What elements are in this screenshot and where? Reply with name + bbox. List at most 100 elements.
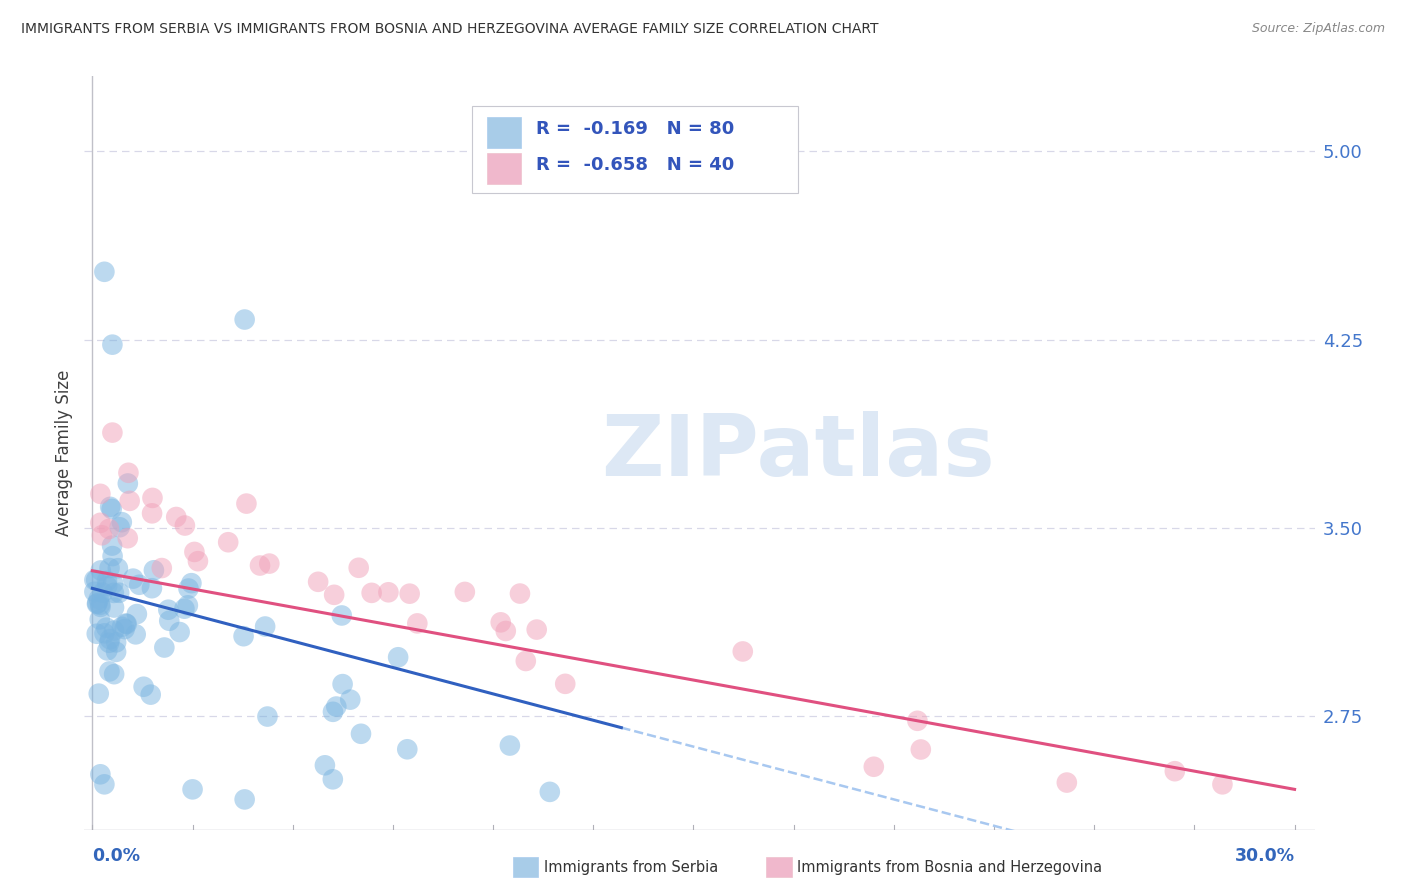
Point <box>330 608 353 623</box>
Point <box>1211 777 1233 791</box>
Point <box>86 597 108 611</box>
Point <box>111 515 134 529</box>
Point <box>98 500 121 514</box>
Point <box>249 558 271 573</box>
Point <box>233 792 256 806</box>
Point <box>509 586 531 600</box>
Point <box>101 576 124 591</box>
Point <box>177 599 200 613</box>
Point <box>125 607 148 621</box>
Point <box>325 699 347 714</box>
Point <box>98 522 121 536</box>
Point <box>177 582 200 596</box>
Point <box>153 640 176 655</box>
Point <box>150 561 173 575</box>
Point <box>180 576 202 591</box>
Point <box>117 531 139 545</box>
Point <box>91 585 114 599</box>
Point <box>377 585 399 599</box>
Point <box>169 625 191 640</box>
Point <box>183 545 205 559</box>
FancyBboxPatch shape <box>472 106 799 193</box>
Text: 0.0%: 0.0% <box>93 847 141 865</box>
Point <box>117 476 139 491</box>
Point <box>93 626 115 640</box>
Text: Source: ZipAtlas.com: Source: ZipAtlas.com <box>1251 22 1385 36</box>
Point <box>86 626 108 640</box>
Point <box>84 573 107 587</box>
Point <box>90 564 112 578</box>
Point <box>187 554 209 568</box>
Point <box>538 785 561 799</box>
Point <box>907 714 929 728</box>
Point <box>515 654 537 668</box>
Point <box>89 612 111 626</box>
Point <box>157 603 180 617</box>
Point <box>101 549 124 563</box>
Text: R =  -0.169   N = 80: R = -0.169 N = 80 <box>536 120 734 137</box>
Point <box>101 337 124 351</box>
Point <box>396 742 419 756</box>
Point <box>322 772 344 787</box>
Point <box>105 635 128 649</box>
Point <box>122 572 145 586</box>
Point <box>731 644 754 658</box>
Point <box>108 586 131 600</box>
Point <box>96 579 118 593</box>
Point <box>93 777 115 791</box>
Point <box>862 760 884 774</box>
Point <box>98 636 121 650</box>
Point <box>111 620 134 634</box>
Point <box>1164 764 1187 779</box>
Point <box>98 561 121 575</box>
Point <box>360 586 382 600</box>
Point <box>115 617 138 632</box>
Point <box>83 584 105 599</box>
Point <box>101 539 124 553</box>
Point <box>108 520 131 534</box>
Point <box>454 585 477 599</box>
Point <box>103 600 125 615</box>
Point <box>406 616 429 631</box>
Point <box>96 621 118 635</box>
Point <box>173 518 195 533</box>
Point <box>96 643 118 657</box>
Point <box>910 742 932 756</box>
Point <box>141 491 163 505</box>
Point <box>489 615 512 630</box>
Point <box>89 599 111 614</box>
Point <box>89 598 111 612</box>
Point <box>103 667 125 681</box>
Point <box>173 601 195 615</box>
Point <box>125 627 148 641</box>
Point <box>103 624 125 638</box>
Point <box>398 587 420 601</box>
Point <box>96 574 118 588</box>
Point <box>495 624 517 638</box>
Bar <box>486 153 522 185</box>
Point <box>89 516 111 530</box>
Point <box>141 581 163 595</box>
Point <box>254 619 277 633</box>
Point <box>235 497 257 511</box>
Point <box>217 535 239 549</box>
Point <box>323 588 346 602</box>
Point <box>132 680 155 694</box>
Point <box>105 645 128 659</box>
Point <box>100 502 122 516</box>
Point <box>1056 775 1078 789</box>
Point <box>350 727 373 741</box>
Text: IMMIGRANTS FROM SERBIA VS IMMIGRANTS FROM BOSNIA AND HERZEGOVINA AVERAGE FAMILY : IMMIGRANTS FROM SERBIA VS IMMIGRANTS FRO… <box>21 22 879 37</box>
Point <box>307 574 329 589</box>
Point <box>114 622 136 636</box>
Point <box>93 265 115 279</box>
Y-axis label: Average Family Size: Average Family Size <box>55 369 73 536</box>
Point <box>139 688 162 702</box>
Point <box>322 705 344 719</box>
Point <box>107 561 129 575</box>
Point <box>86 596 108 610</box>
Point <box>98 665 121 679</box>
Point <box>232 629 254 643</box>
Point <box>314 758 336 772</box>
Point <box>98 632 121 647</box>
